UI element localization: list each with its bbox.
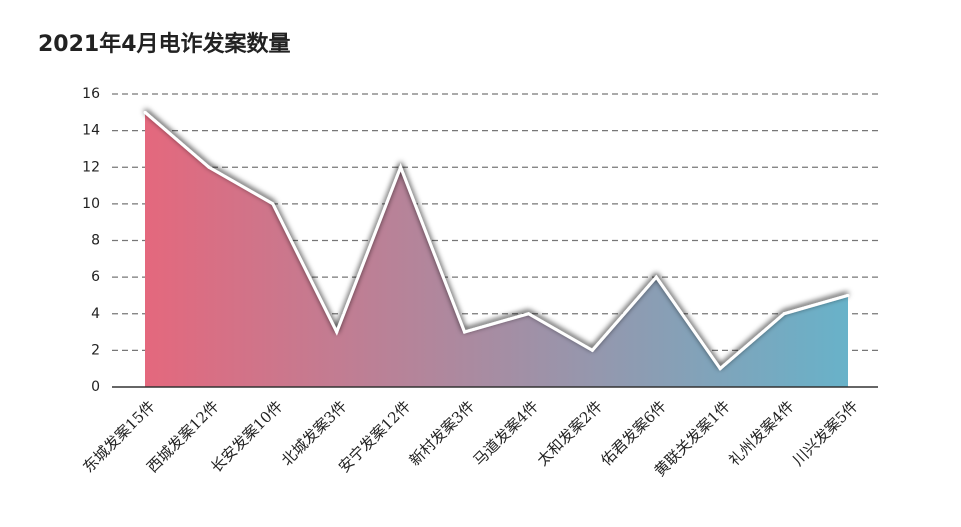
point (654, 275, 658, 279)
area-outline (144, 111, 849, 371)
point (271, 202, 275, 206)
y-tick-label: 6 (91, 269, 100, 285)
x-tick-label: 川兴发案5件 (789, 397, 862, 470)
area (145, 112, 848, 387)
y-tick-label: 2 (91, 342, 100, 358)
y-tick-label: 8 (91, 233, 100, 249)
chart-title: 2021年4月电诈发案数量 (38, 31, 291, 57)
point (335, 330, 339, 334)
y-tick-label: 10 (82, 196, 100, 212)
point (526, 312, 530, 316)
point (846, 293, 850, 297)
y-tick-label: 16 (82, 86, 100, 102)
point (463, 330, 467, 334)
x-tick-label: 礼州发案4件 (725, 397, 798, 470)
point (399, 165, 403, 169)
point (207, 165, 211, 169)
x-tick-label: 新村发案3件 (406, 397, 479, 470)
y-tick-label: 12 (82, 159, 100, 175)
point (143, 110, 147, 114)
y-tick-label: 0 (91, 379, 100, 395)
point (718, 367, 722, 371)
x-tick-label: 太和发案2件 (534, 397, 607, 470)
point (782, 312, 786, 316)
y-tick-label: 4 (91, 306, 100, 322)
x-tick-label: 马道发案4件 (470, 397, 543, 470)
y-tick-label: 14 (82, 123, 100, 139)
point (590, 348, 594, 352)
